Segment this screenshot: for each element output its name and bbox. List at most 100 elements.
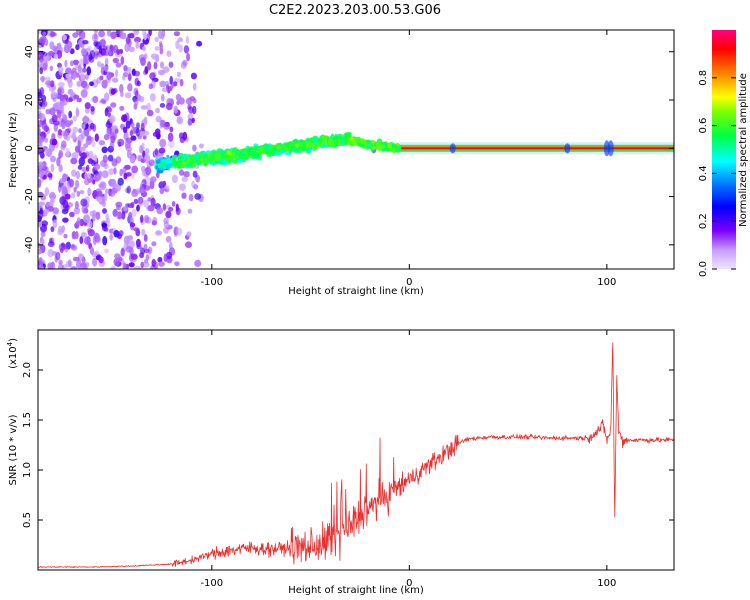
spectrogram-y-tick-label: -20	[24, 188, 35, 204]
noise-speckle	[139, 188, 146, 194]
noise-speckle	[98, 30, 106, 38]
noise-speckle	[38, 169, 45, 178]
noise-speckle	[42, 31, 46, 37]
noise-speckle	[110, 178, 117, 188]
transition-blob	[351, 138, 356, 145]
spectrogram-y-tick-label: 0	[24, 145, 35, 151]
noise-speckle	[84, 178, 90, 186]
noise-speckle	[162, 203, 167, 211]
noise-speckle	[105, 213, 110, 221]
colorbar-tick-label: 0.4	[698, 165, 709, 181]
noise-speckle	[61, 140, 67, 148]
noise-speckle	[67, 79, 73, 88]
signal-blob	[291, 140, 295, 147]
signal-blob	[264, 143, 270, 151]
noise-speckle	[51, 138, 58, 146]
signal-blob	[292, 146, 298, 152]
snr-ticks: -100 0 100 0.5 1.0 1.5 2.0	[22, 330, 674, 589]
noise-speckle	[158, 30, 163, 39]
signal-blob	[337, 139, 341, 146]
colorbar-tick-label: 0.2	[698, 213, 709, 229]
noise-speckle	[87, 188, 92, 195]
signal-blob	[276, 145, 283, 150]
noise-speckle	[128, 46, 135, 53]
noise-speckle	[98, 183, 104, 188]
spectrogram-y-tick-label: -40	[24, 237, 35, 253]
noise-speckle	[43, 208, 50, 214]
noise-speckle	[62, 173, 68, 183]
noise-speckle	[119, 105, 125, 111]
noise-speckle	[163, 253, 168, 262]
noise-speckle	[125, 36, 131, 45]
noise-speckle	[161, 94, 165, 102]
noise-speckle	[183, 171, 190, 178]
noise-speckle	[165, 210, 172, 219]
noise-speckle	[61, 121, 66, 130]
noise-speckle	[58, 183, 62, 193]
noise-speckle	[137, 154, 143, 162]
noise-speckle	[155, 54, 160, 63]
noise-speckle	[158, 147, 166, 154]
noise-speckle	[86, 164, 90, 172]
noise-speckle	[120, 247, 125, 257]
noise-speckle	[52, 219, 58, 229]
noise-speckle	[155, 230, 162, 236]
noise-speckle	[87, 172, 91, 179]
noise-speckle	[124, 42, 130, 52]
snr-x-label: Height of straight line (km)	[288, 585, 424, 596]
carrier-blob	[564, 143, 571, 154]
noise-speckle	[108, 168, 114, 176]
noise-speckle	[64, 193, 71, 200]
noise-speckle	[181, 176, 188, 182]
noise-speckle	[92, 179, 96, 185]
noise-speckle	[173, 31, 180, 37]
noise-speckle	[67, 259, 72, 268]
noise-speckle	[53, 53, 59, 60]
snr-multiplier-base: (x10	[8, 346, 19, 369]
noise-speckle	[140, 130, 145, 137]
noise-speckle	[140, 105, 148, 110]
noise-speckle	[177, 37, 184, 42]
noise-speckle	[143, 153, 151, 163]
noise-speckle	[39, 152, 45, 159]
noise-speckle	[67, 88, 74, 95]
colorbar-gradient	[712, 30, 736, 269]
noise-speckle	[117, 138, 125, 147]
noise-speckle	[194, 259, 202, 267]
noise-speckle	[147, 61, 152, 71]
noise-speckle	[173, 105, 178, 114]
noise-speckle	[136, 122, 140, 129]
noise-speckle	[39, 87, 45, 96]
noise-speckle	[62, 34, 67, 41]
noise-speckle	[133, 227, 140, 232]
signal-blob	[188, 160, 196, 165]
noise-speckle	[136, 204, 140, 212]
noise-speckle	[64, 59, 68, 68]
noise-speckle	[62, 264, 68, 269]
noise-speckle	[126, 66, 132, 76]
noise-speckle	[80, 198, 88, 207]
noise-speckle	[82, 82, 90, 90]
noise-speckle	[125, 263, 130, 269]
noise-speckle	[45, 201, 51, 208]
noise-speckle	[57, 81, 65, 88]
noise-speckle	[139, 145, 143, 154]
noise-speckle	[49, 237, 53, 244]
noise-speckle	[111, 158, 118, 167]
noise-speckle	[117, 211, 122, 220]
noise-speckle	[172, 81, 178, 87]
signal-blob	[209, 153, 215, 161]
noise-speckle	[58, 225, 63, 233]
noise-speckle	[185, 35, 189, 45]
noise-speckle	[154, 46, 160, 51]
noise-speckle	[71, 169, 77, 177]
noise-speckle	[86, 66, 92, 76]
noise-speckle	[101, 79, 108, 89]
noise-speckle	[150, 93, 156, 102]
noise-speckle	[113, 257, 120, 267]
noise-speckle	[107, 154, 114, 162]
noise-speckle	[54, 255, 58, 263]
noise-speckle	[174, 261, 180, 267]
noise-speckle	[170, 83, 174, 89]
noise-speckle	[59, 94, 65, 102]
